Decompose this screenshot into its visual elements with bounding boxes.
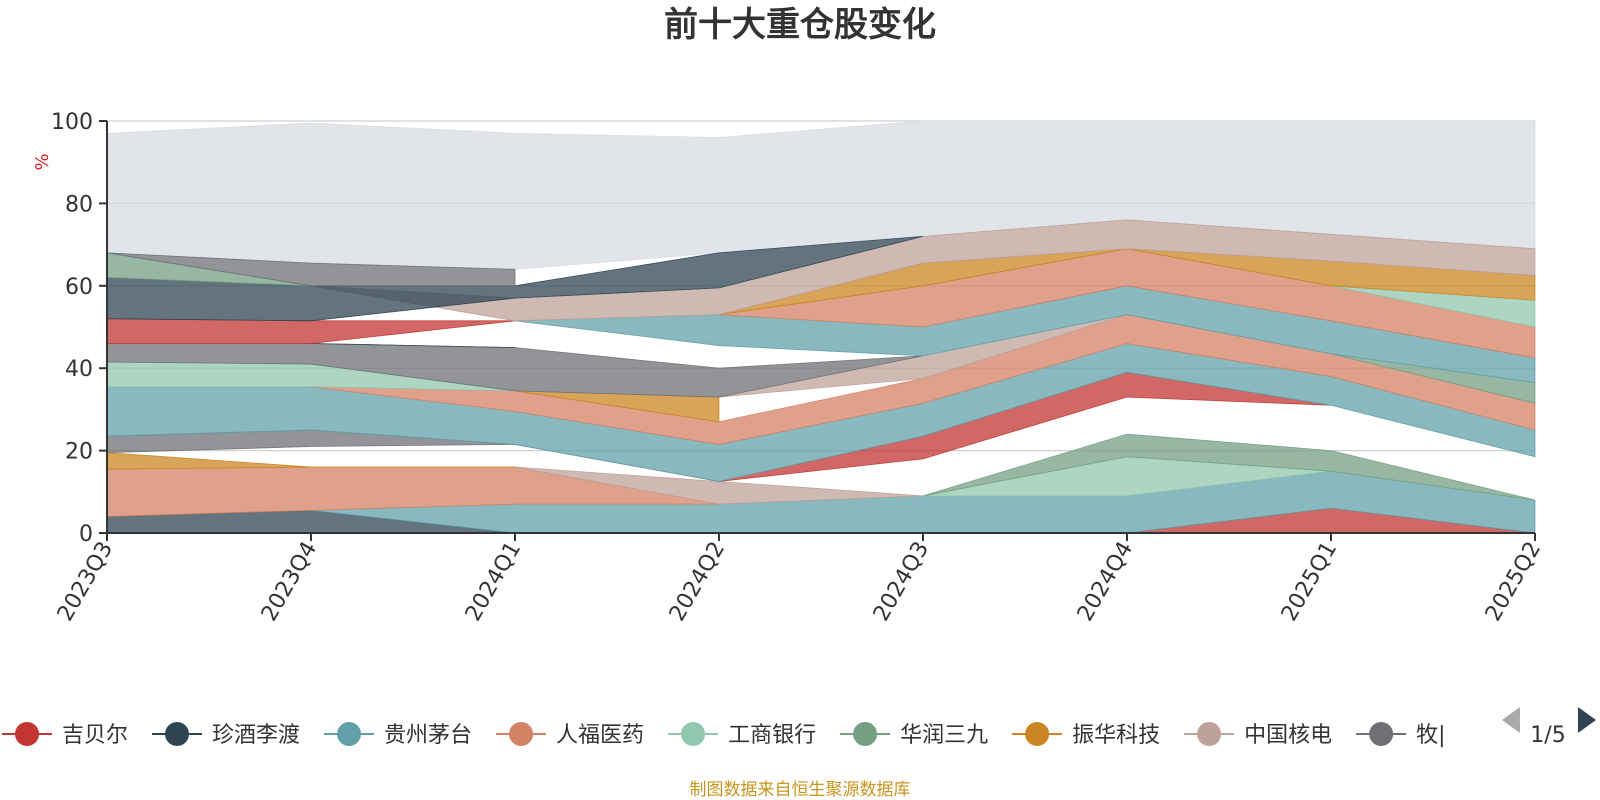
series-area [106, 452, 515, 470]
legend-marker-icon [1369, 722, 1394, 746]
x-tick-label: 2023Q4 [257, 538, 322, 626]
x-tick-label: 2024Q2 [665, 538, 730, 626]
x-tick-label: 2024Q3 [869, 538, 934, 626]
x-tick-label: 2023Q3 [53, 538, 118, 626]
legend-pager: 1/5 [1502, 707, 1596, 748]
series-area [310, 343, 516, 348]
legend-marker-icon [15, 722, 39, 746]
legend-item[interactable]: 中国核电 [1184, 722, 1332, 748]
legend-label: 振华科技 [1072, 723, 1160, 748]
legend-label: 贵州茅台 [384, 723, 472, 748]
legend-label: 华润三九 [900, 723, 988, 748]
series-area [922, 433, 1536, 501]
legend-marker-icon [681, 722, 706, 746]
series-area [310, 314, 1536, 445]
legend-item[interactable]: 工商银行 [668, 722, 816, 748]
legend-marker-icon [509, 722, 534, 746]
legend-item[interactable]: 珍酒李渡 [152, 722, 300, 748]
legend-item[interactable]: 牧| [1356, 722, 1446, 748]
x-tick-label: 2024Q1 [461, 538, 526, 626]
legend-item[interactable]: 吉贝尔 [2, 722, 128, 748]
legend-marker-icon [165, 722, 190, 746]
y-tick-label: 40 [65, 357, 93, 382]
legend-item[interactable]: 振华科技 [1012, 722, 1160, 748]
legend-item[interactable]: 华润三九 [840, 722, 988, 748]
legend-label: 珍酒李渡 [212, 723, 300, 748]
x-tick-label: 2024Q4 [1073, 538, 1138, 626]
legend-next-icon[interactable] [1578, 707, 1596, 733]
legend-label: 牧| [1416, 723, 1445, 748]
y-tick-label: 20 [65, 440, 93, 465]
x-tick-label: 2025Q1 [1277, 538, 1342, 626]
legend: 吉贝尔 珍酒李渡 贵州茅台 人福医药 工商银行 华润三九 振华科技 中国核电 牧| [2, 722, 1446, 748]
legend-label: 中国核电 [1244, 723, 1332, 748]
legend-label: 工商银行 [728, 723, 816, 748]
legend-item[interactable]: 人福医药 [496, 722, 644, 748]
data-source-note: 制图数据来自恒生聚源数据库 [690, 780, 911, 800]
legend-page-indicator: 1/5 [1530, 723, 1565, 748]
legend-label: 人福医药 [556, 723, 644, 748]
legend-item[interactable]: 贵州茅台 [324, 722, 472, 748]
series-area [106, 318, 516, 344]
y-tick-label: 80 [65, 192, 93, 217]
y-tick-label: 100 [51, 110, 93, 135]
area-bands [106, 120, 1536, 534]
legend-marker-icon [337, 722, 362, 746]
legend-prev-icon[interactable] [1502, 707, 1520, 733]
x-tick-label: 2025Q2 [1481, 538, 1546, 626]
y-tick-label: 60 [65, 275, 93, 300]
legend-marker-icon [1197, 722, 1222, 746]
legend-marker-icon [1025, 722, 1050, 746]
y-axis-label: % [32, 153, 53, 170]
y-tick-label: 0 [79, 522, 93, 547]
series-area [106, 252, 516, 287]
chart-title: 前十大重仓股变化 [664, 5, 936, 45]
legend-label: 吉贝尔 [62, 723, 128, 748]
legend-marker-icon [853, 722, 878, 746]
